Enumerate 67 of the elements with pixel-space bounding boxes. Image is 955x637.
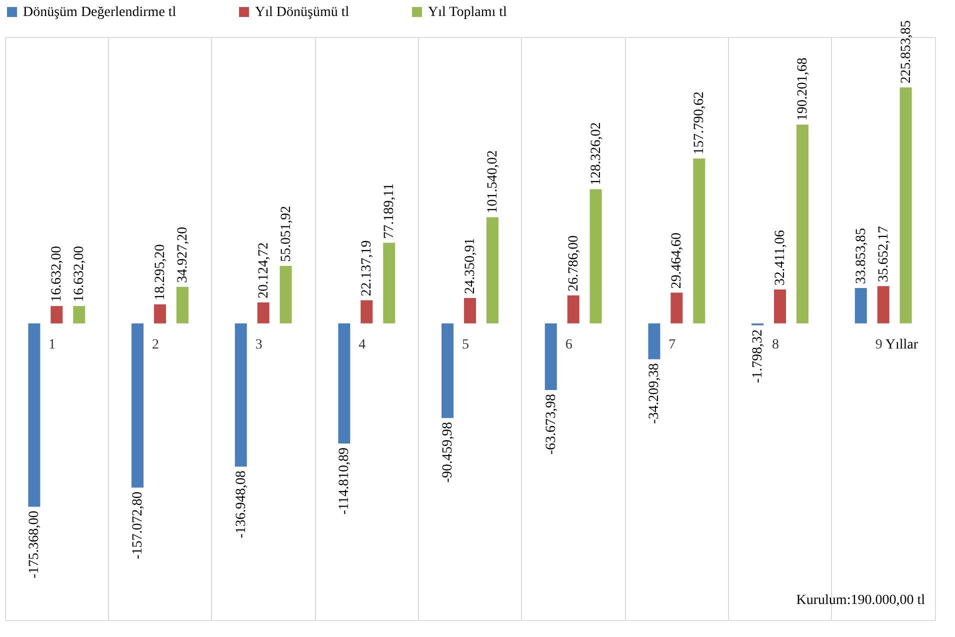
- data-label: 29.464,60: [670, 232, 685, 289]
- legend-label: Yıl Toplamı tl: [428, 5, 507, 20]
- bar: [50, 306, 63, 324]
- bar: [132, 323, 144, 488]
- data-label: 34.927,20: [175, 226, 190, 283]
- bar: [383, 242, 396, 324]
- bar: [338, 323, 350, 444]
- bar: [360, 300, 373, 324]
- data-label: -114.810,89: [337, 447, 352, 515]
- data-label: 16.632,00: [72, 246, 88, 302]
- x-tick-label: 6: [565, 337, 572, 352]
- data-label: 22.137,19: [360, 240, 375, 296]
- data-label: -90.459,98: [440, 422, 456, 483]
- data-label: 101.540,02: [485, 150, 500, 214]
- data-label: -157.072,80: [130, 492, 146, 560]
- data-label: 24.350,91: [463, 238, 478, 294]
- bar: [28, 323, 40, 507]
- data-label: 26.786,00: [566, 235, 582, 292]
- bar: [796, 124, 808, 324]
- bar: [877, 286, 890, 324]
- data-label: 55.051,92: [278, 206, 294, 262]
- x-tick-label: 9: [875, 337, 882, 352]
- bar: [774, 290, 786, 324]
- bar: [154, 304, 166, 324]
- data-label: 77.189,11: [382, 183, 398, 239]
- bar: [544, 323, 557, 390]
- bar: [464, 298, 476, 324]
- bar: [670, 292, 683, 324]
- data-label: 33.853,85: [854, 228, 869, 284]
- legend-label: Yıl Dönüşümü tl: [255, 5, 350, 20]
- data-label: 35.652,17: [876, 226, 892, 282]
- bar: [900, 87, 912, 324]
- data-label: -136.948,08: [234, 470, 249, 538]
- x-tick-label: 5: [462, 337, 469, 352]
- x-tick-label: 2: [152, 337, 159, 352]
- bar: [73, 306, 86, 324]
- data-label: 157.790,62: [692, 91, 708, 154]
- data-label: -63.673,98: [544, 394, 559, 455]
- x-tick-label: 1: [48, 337, 56, 352]
- data-label: 16.632,00: [50, 246, 65, 302]
- bar: [234, 323, 247, 467]
- bar: [854, 288, 867, 324]
- data-label: 225.853,85: [898, 20, 914, 84]
- bar: [486, 217, 498, 324]
- bar: [590, 189, 602, 324]
- bar: [648, 323, 660, 360]
- data-label: 18.295,20: [153, 244, 168, 300]
- data-label: 128.326,02: [588, 122, 604, 186]
- text: Kurulum:190.000,00 tl: [796, 593, 926, 608]
- bar: [176, 286, 188, 324]
- data-label: -175.368,00: [27, 510, 42, 578]
- x-axis-title: Yıllar: [885, 337, 918, 352]
- x-tick-label: 7: [668, 337, 676, 352]
- data-label: -34.209,38: [647, 363, 662, 424]
- data-label: -1.798,32: [750, 329, 766, 383]
- bar: [442, 323, 454, 418]
- bar: [693, 158, 706, 324]
- bar: [257, 302, 270, 324]
- x-tick-label: 4: [358, 337, 366, 352]
- legend-label: Dönüşüm Değerlendirme tl: [23, 5, 176, 20]
- x-tick-label: 8: [772, 337, 779, 352]
- bar: [280, 266, 292, 324]
- x-tick-label: 3: [255, 337, 262, 352]
- data-label: 20.124,72: [256, 242, 272, 298]
- data-label: 32.411,06: [773, 230, 788, 286]
- bar: [567, 295, 580, 324]
- data-label: 190.201,68: [795, 58, 810, 121]
